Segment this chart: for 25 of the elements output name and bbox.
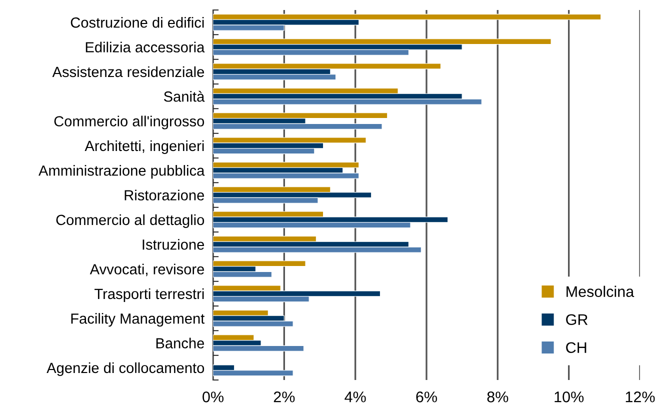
y-tick-label: Assistenza residenziale <box>52 66 204 78</box>
y-tick-label: Avvocati, revisore <box>90 264 204 276</box>
y-tick-label: Trasporti terrestri <box>94 288 204 302</box>
legend-label: Mesolcina <box>566 286 634 298</box>
y-tick-label: Amministrazione pubblica <box>38 165 205 179</box>
y-tick-label: Agenzie di collocamento <box>46 362 204 376</box>
y-tick-label: Commercio al dettaglio <box>56 214 204 228</box>
y-tick-label: Costruzione di edifici <box>70 17 204 28</box>
y-tick-label: Facility Management <box>71 313 205 327</box>
y-tick-label: Architetti, ingenieri <box>84 140 204 154</box>
legend-label: CH <box>566 342 586 354</box>
y-tick-label: Istruzione <box>142 239 204 250</box>
y-tick-label: Banche <box>156 338 204 348</box>
x-tick-label: 4% <box>344 392 366 402</box>
x-tick-label: 2% <box>274 392 295 402</box>
x-tick-label: 6% <box>416 392 437 402</box>
y-tick-label: Ristorazione <box>124 190 204 200</box>
legend-label: GR <box>566 314 588 326</box>
x-tick-label: 0% <box>202 392 224 402</box>
y-tick-label: Edilizia accessoria <box>86 42 205 52</box>
x-tick-label: 12% <box>626 392 655 402</box>
x-tick-label: 8% <box>487 392 508 402</box>
y-tick-label: Commercio all'ingrosso <box>54 116 204 130</box>
y-tick-label: Sanità <box>164 90 205 102</box>
x-tick-label: 10% <box>554 392 584 402</box>
